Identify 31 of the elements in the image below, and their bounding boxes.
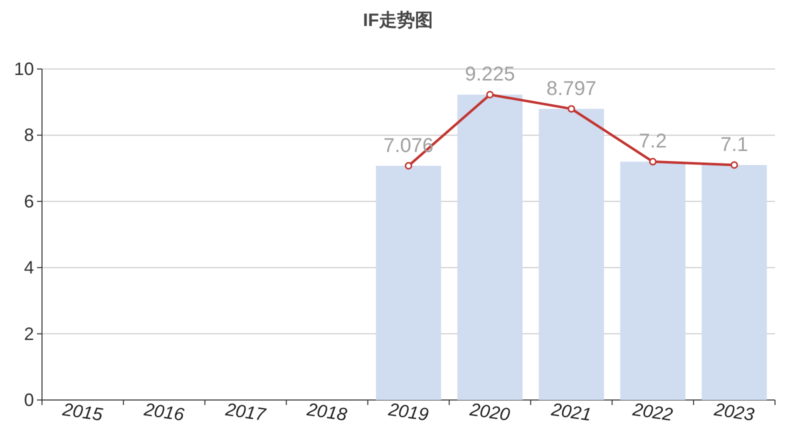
data-label: 7.2 bbox=[638, 130, 667, 153]
x-tick-label: 2016 bbox=[142, 399, 186, 425]
bar bbox=[376, 166, 442, 400]
data-label: 8.797 bbox=[546, 78, 596, 100]
bar bbox=[620, 162, 686, 400]
x-tick-label: 2017 bbox=[223, 399, 268, 425]
y-tick-label: 2 bbox=[24, 324, 34, 344]
y-tick-label: 10 bbox=[14, 59, 34, 79]
x-tick-label: 2022 bbox=[630, 399, 674, 425]
y-tick-label: 4 bbox=[24, 258, 34, 278]
x-tick-label: 2020 bbox=[468, 399, 512, 425]
data-label: 7.1 bbox=[720, 134, 748, 156]
data-label: 9.225 bbox=[464, 64, 515, 86]
point bbox=[486, 90, 494, 98]
y-tick-label: 8 bbox=[24, 125, 34, 146]
point bbox=[404, 162, 412, 170]
bar bbox=[457, 94, 523, 400]
bar bbox=[538, 108, 604, 400]
x-tick-label: 2018 bbox=[304, 399, 348, 425]
point bbox=[730, 161, 738, 169]
point bbox=[568, 105, 576, 113]
x-tick-label: 2015 bbox=[60, 399, 105, 425]
point bbox=[649, 158, 657, 166]
x-tick-label: 2023 bbox=[712, 399, 756, 425]
x-tick-label: 2019 bbox=[386, 399, 430, 425]
chart-title: IF走势图 bbox=[363, 10, 433, 30]
y-tick-label: 0 bbox=[24, 390, 34, 410]
data-label: 7.076 bbox=[383, 134, 434, 157]
bar bbox=[702, 164, 767, 400]
y-tick-label: 6 bbox=[24, 191, 34, 212]
x-tick-label: 2021 bbox=[549, 399, 593, 425]
